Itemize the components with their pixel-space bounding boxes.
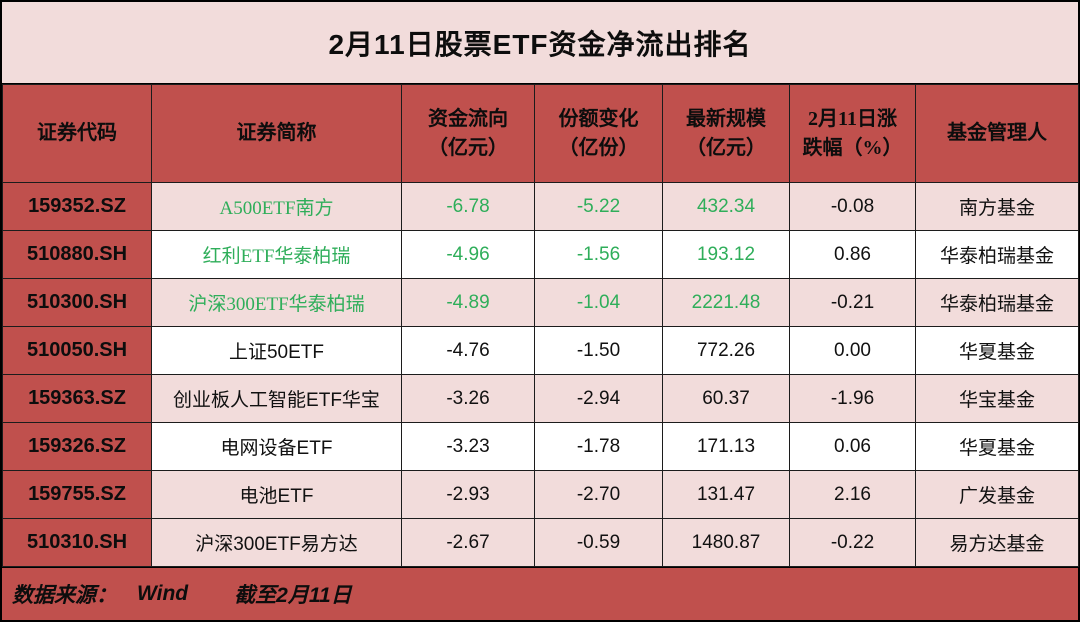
as-of-date: 截至2月11日 xyxy=(234,584,352,607)
cell-flow: -6.78 xyxy=(401,182,535,231)
cell-name: A500ETF南方 xyxy=(151,182,402,231)
cell-manager: 华宝基金 xyxy=(915,374,1079,423)
col-header-name: 证券简称 xyxy=(151,84,402,183)
cell-code: 510050.SH xyxy=(2,326,152,375)
cell-name: 电池ETF xyxy=(151,470,402,519)
cell-code: 159755.SZ xyxy=(2,470,152,519)
data-source-bar: 数据来源： Wind 截至2月11日 xyxy=(2,567,1078,620)
table-row: 510880.SH 红利ETF华泰柏瑞 -4.96 -1.56 193.12 0… xyxy=(2,230,1079,279)
table-row: 159755.SZ 电池ETF -2.93 -2.70 131.47 2.16 … xyxy=(2,470,1079,519)
cell-flow: -3.23 xyxy=(401,422,535,471)
table-row: 510050.SH 上证50ETF -4.76 -1.50 772.26 0.0… xyxy=(2,326,1079,375)
cell-manager: 华泰柏瑞基金 xyxy=(915,230,1079,279)
table-row: 510310.SH 沪深300ETF易方达 -2.67 -0.59 1480.8… xyxy=(2,518,1079,567)
cell-scale: 60.37 xyxy=(662,374,790,423)
cell-flow: -4.89 xyxy=(401,278,535,327)
cell-share-change: -5.22 xyxy=(534,182,663,231)
col-header-pct-change: 2月11日涨 跌幅（%） xyxy=(789,84,916,183)
cell-share-change: -2.70 xyxy=(534,470,663,519)
col-header-share-change: 份额变化 （亿份） xyxy=(534,84,663,183)
cell-scale: 2221.48 xyxy=(662,278,790,327)
cell-flow: -4.96 xyxy=(401,230,535,279)
cell-pct-change: 0.06 xyxy=(789,422,916,471)
cell-flow: -2.67 xyxy=(401,518,535,567)
cell-pct-change: 0.00 xyxy=(789,326,916,375)
cell-manager: 易方达基金 xyxy=(915,518,1079,567)
cell-share-change: -1.50 xyxy=(534,326,663,375)
cell-manager: 华夏基金 xyxy=(915,422,1079,471)
cell-manager: 南方基金 xyxy=(915,182,1079,231)
etf-data-table: 证券代码 证券简称 资金流向 （亿元） 份额变化 （亿份） 最新规模 （亿元） 2月1… xyxy=(2,84,1079,567)
page-title: 2月11日股票ETF资金净流出排名 xyxy=(328,28,752,60)
cell-manager: 广发基金 xyxy=(915,470,1079,519)
cell-share-change: -1.56 xyxy=(534,230,663,279)
cell-pct-change: -0.21 xyxy=(789,278,916,327)
cell-code: 510300.SH xyxy=(2,278,152,327)
cell-pct-change: 0.86 xyxy=(789,230,916,279)
cell-scale: 193.12 xyxy=(662,230,790,279)
cell-share-change: -1.04 xyxy=(534,278,663,327)
cell-pct-change: 2.16 xyxy=(789,470,916,519)
cell-scale: 432.34 xyxy=(662,182,790,231)
cell-pct-change: -1.96 xyxy=(789,374,916,423)
cell-name: 沪深300ETF华泰柏瑞 xyxy=(151,278,402,327)
col-header-scale: 最新规模 （亿元） xyxy=(662,84,790,183)
col-header-manager: 基金管理人 xyxy=(915,84,1079,183)
table-row: 159326.SZ 电网设备ETF -3.23 -1.78 171.13 0.0… xyxy=(2,422,1079,471)
cell-flow: -2.93 xyxy=(401,470,535,519)
table-row: 159352.SZ A500ETF南方 -6.78 -5.22 432.34 -… xyxy=(2,182,1079,231)
cell-scale: 772.26 xyxy=(662,326,790,375)
cell-scale: 1480.87 xyxy=(662,518,790,567)
title-bar: 2月11日股票ETF资金净流出排名 xyxy=(2,2,1078,84)
cell-manager: 华泰柏瑞基金 xyxy=(915,278,1079,327)
cell-name: 沪深300ETF易方达 xyxy=(151,518,402,567)
data-source-label: 数据来源： xyxy=(12,584,117,607)
cell-code: 159352.SZ xyxy=(2,182,152,231)
table-row: 159363.SZ 创业板人工智能ETF华宝 -3.26 -2.94 60.37… xyxy=(2,374,1079,423)
col-header-code: 证券代码 xyxy=(2,84,152,183)
data-source-name: Wind xyxy=(137,582,189,605)
cell-scale: 171.13 xyxy=(662,422,790,471)
cell-name: 红利ETF华泰柏瑞 xyxy=(151,230,402,279)
cell-code: 510880.SH xyxy=(2,230,152,279)
cell-scale: 131.47 xyxy=(662,470,790,519)
cell-name: 创业板人工智能ETF华宝 xyxy=(151,374,402,423)
cell-name: 电网设备ETF xyxy=(151,422,402,471)
cell-pct-change: -0.22 xyxy=(789,518,916,567)
cell-share-change: -0.59 xyxy=(534,518,663,567)
table-row: 510300.SH 沪深300ETF华泰柏瑞 -4.89 -1.04 2221.… xyxy=(2,278,1079,327)
cell-code: 159363.SZ xyxy=(2,374,152,423)
cell-code: 510310.SH xyxy=(2,518,152,567)
cell-manager: 华夏基金 xyxy=(915,326,1079,375)
cell-share-change: -1.78 xyxy=(534,422,663,471)
cell-code: 159326.SZ xyxy=(2,422,152,471)
cell-flow: -4.76 xyxy=(401,326,535,375)
col-header-flow: 资金流向 （亿元） xyxy=(401,84,535,183)
table-header-row: 证券代码 证券简称 资金流向 （亿元） 份额变化 （亿份） 最新规模 （亿元） 2月1… xyxy=(2,84,1079,183)
cell-name: 上证50ETF xyxy=(151,326,402,375)
cell-share-change: -2.94 xyxy=(534,374,663,423)
cell-flow: -3.26 xyxy=(401,374,535,423)
cell-pct-change: -0.08 xyxy=(789,182,916,231)
